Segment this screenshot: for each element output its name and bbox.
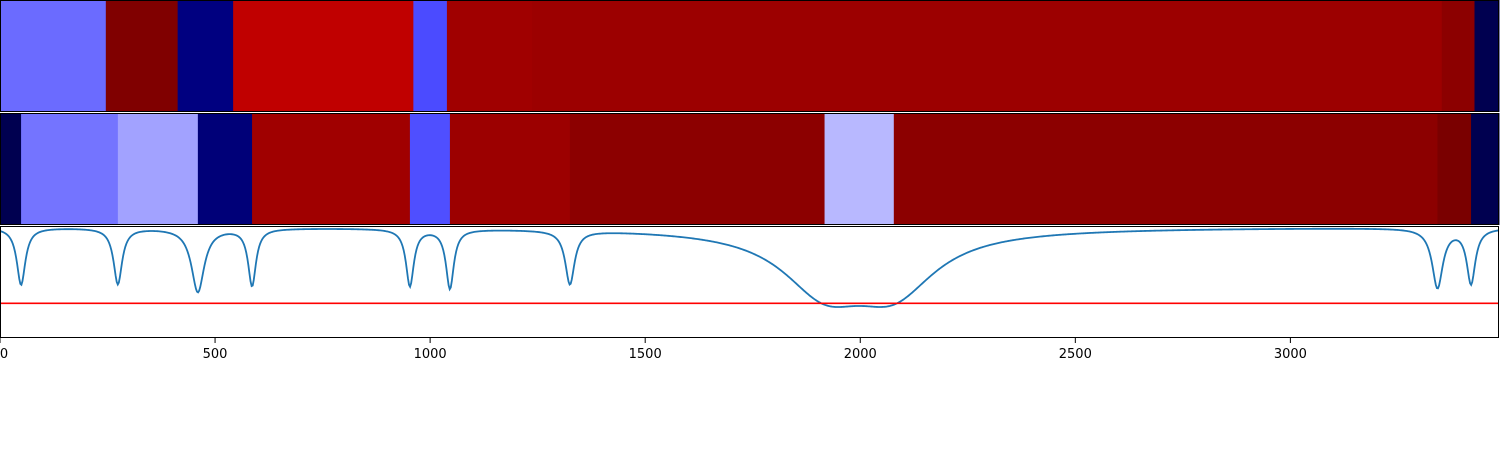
segment-1-7 (569, 113, 826, 225)
x-tick-label: 2500 (1059, 347, 1092, 362)
segment-0-1 (105, 0, 179, 112)
segment-1-0 (0, 113, 22, 225)
segment-0-3 (233, 0, 414, 112)
segment-1-6 (449, 113, 571, 225)
line-panel-bottom (0, 226, 1500, 338)
segment-1-9 (893, 113, 1438, 225)
segment-bar-panel-middle (0, 113, 1500, 225)
segment-0-4 (413, 0, 448, 112)
segment-1-1 (21, 113, 119, 225)
panel-frame-2 (0, 226, 1499, 338)
segment-0-0 (0, 0, 107, 112)
segment-1-2 (117, 113, 199, 225)
segment-1-3 (197, 113, 253, 225)
segment-0-6 (532, 0, 1443, 112)
segment-1-5 (409, 113, 451, 225)
segment-bar-panel-top (0, 0, 1500, 112)
x-tick-label: 3000 (1274, 347, 1307, 362)
signal-line (0, 227, 1500, 308)
segment-1-11 (1471, 113, 1500, 225)
panel-frame-0 (0, 0, 1499, 112)
x-axis: 0 500 1000 1500 2000 2500 3000 (0, 338, 1307, 362)
x-tick-label: 1000 (414, 347, 447, 362)
x-tick-label: 2000 (844, 347, 877, 362)
segment-1-4 (252, 113, 411, 225)
segment-1-8 (824, 113, 895, 225)
x-tick-label: 0 (0, 347, 8, 362)
segment-0-7 (1441, 0, 1475, 112)
segment-0-8 (1474, 0, 1500, 112)
x-tick-label: 500 (203, 347, 228, 362)
x-tick-label: 1500 (629, 347, 662, 362)
segment-1-10 (1437, 113, 1472, 225)
segment-0-5 (446, 0, 533, 112)
segment-0-2 (177, 0, 234, 112)
panel-frame-1 (0, 113, 1499, 225)
